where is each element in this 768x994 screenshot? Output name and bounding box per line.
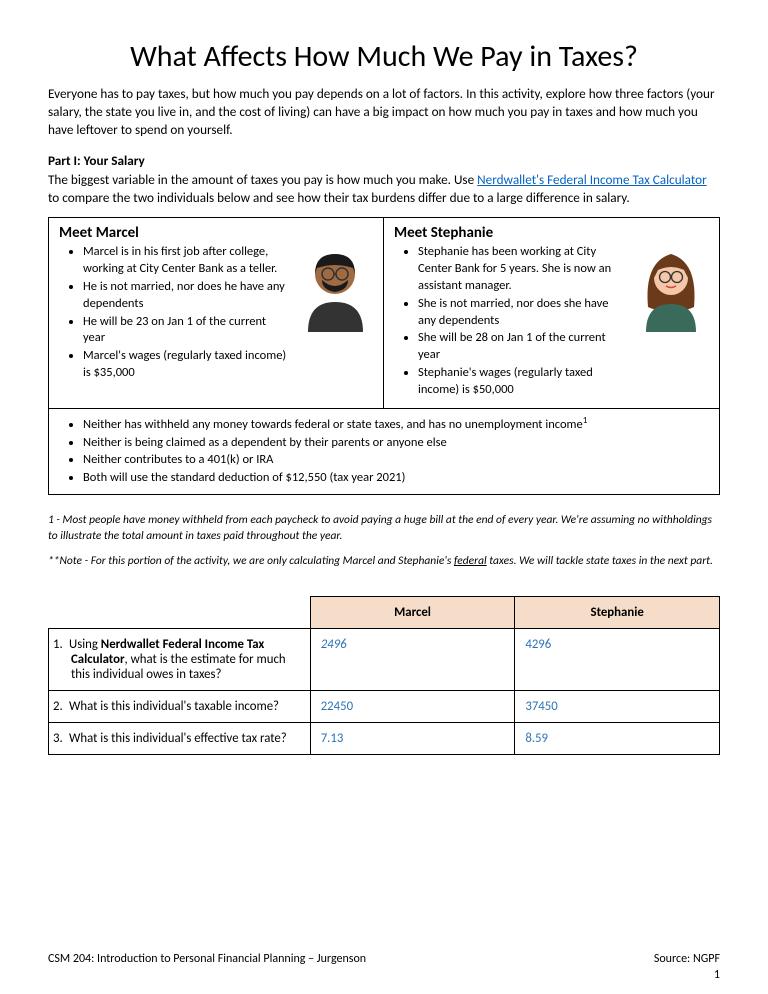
stephanie-answer: 37450 [515, 690, 720, 722]
stephanie-avatar-icon [634, 224, 709, 400]
marcel-bullet: Marcel's wages (regularly taxed income) … [83, 348, 290, 382]
stephanie-bullets: Stephanie has been working at City Cente… [394, 244, 626, 399]
footnote-2-suffix: taxes. We will tackle state taxes in the… [487, 554, 713, 568]
shared-bullets-section: Neither has withheld any money towards f… [49, 409, 719, 494]
marcel-answer: 22450 [310, 690, 515, 722]
page-title: What Affects How Much We Pay in Taxes? [48, 38, 720, 75]
stephanie-column: Meet Stephanie Stephanie has been workin… [384, 218, 719, 408]
page-number: 1 [714, 968, 720, 982]
table-row: 2.What is this individual's taxable inco… [49, 690, 720, 722]
marcel-header: Marcel [310, 596, 515, 628]
shared-bullet: Neither is being claimed as a dependent … [83, 434, 709, 452]
stephanie-bullet: She is not married, nor does she have an… [418, 296, 626, 330]
footnote-2-prefix: **Note - For this portion of the activit… [48, 554, 454, 568]
marcel-bullet: Marcel is in his first job after college… [83, 244, 290, 278]
stephanie-bullet: Stephanie has been working at City Cente… [418, 244, 626, 295]
marcel-heading: Meet Marcel [59, 224, 290, 242]
calculator-link[interactable]: Nerdwallet's Federal Income Tax Calculat… [477, 171, 707, 188]
footer-right: Source: NGPF [654, 952, 720, 966]
marcel-answer: 2496 [310, 628, 515, 690]
profile-box: Meet Marcel Marcel is in his first job a… [48, 217, 720, 495]
tax-comparison-table: Marcel Stephanie 1.Using Nerdwallet Fede… [48, 596, 720, 755]
stephanie-header: Stephanie [515, 596, 720, 628]
question-cell: 1.Using Nerdwallet Federal Income Tax Ca… [49, 628, 311, 690]
table-row: 1.Using Nerdwallet Federal Income Tax Ca… [49, 628, 720, 690]
marcel-column: Meet Marcel Marcel is in his first job a… [49, 218, 384, 408]
footnote-marker: 1 [583, 415, 588, 426]
empty-header-cell [49, 596, 311, 628]
part-text: The biggest variable in the amount of ta… [48, 171, 720, 207]
stephanie-bullet: She will be 28 on Jan 1 of the current y… [418, 330, 626, 364]
q-number: 3. [53, 731, 69, 746]
part-text-after: to compare the two individuals below and… [48, 189, 630, 206]
shared-bullet-text: Neither has withheld any money towards f… [83, 417, 583, 432]
shared-bullet: Neither has withheld any money towards f… [83, 415, 709, 434]
q-number: 1. [53, 637, 69, 652]
intro-text: Everyone has to pay taxes, but how much … [48, 85, 720, 138]
footnote-1: 1 - Most people have money withheld from… [48, 513, 720, 544]
stephanie-heading: Meet Stephanie [394, 224, 626, 242]
footer-left: CSM 204: Introduction to Personal Financ… [48, 952, 366, 966]
q-text: What is this individual's effective tax … [69, 731, 287, 746]
table-row: 3.What is this individual's effective ta… [49, 722, 720, 754]
stephanie-answer: 8.59 [515, 722, 720, 754]
footnote-2-underlined: federal [454, 554, 487, 568]
question-cell: 2.What is this individual's taxable inco… [49, 690, 311, 722]
question-cell: 3.What is this individual's effective ta… [49, 722, 311, 754]
stephanie-answer: 4296 [515, 628, 720, 690]
q-text: Using [69, 637, 101, 652]
profile-top-row: Meet Marcel Marcel is in his first job a… [49, 218, 719, 409]
page-footer: CSM 204: Introduction to Personal Financ… [48, 952, 720, 966]
part-heading: Part I: Your Salary [48, 152, 720, 169]
stephanie-bullet: Stephanie's wages (regularly taxed incom… [418, 365, 626, 399]
shared-bullet: Both will use the standard deduction of … [83, 469, 709, 487]
shared-bullet: Neither contributes to a 401(k) or IRA [83, 451, 709, 469]
part-text-before: The biggest variable in the amount of ta… [48, 171, 477, 188]
footnote-2: **Note - For this portion of the activit… [48, 554, 720, 570]
marcel-bullets: Marcel is in his first job after college… [59, 244, 290, 382]
marcel-answer: 7.13 [310, 722, 515, 754]
marcel-bullet: He is not married, nor does he have any … [83, 279, 290, 313]
q-text: What is this individual's taxable income… [69, 699, 279, 714]
q-number: 2. [53, 699, 69, 714]
marcel-avatar-icon [298, 224, 373, 400]
marcel-bullet: He will be 23 on Jan 1 of the current ye… [83, 314, 290, 348]
